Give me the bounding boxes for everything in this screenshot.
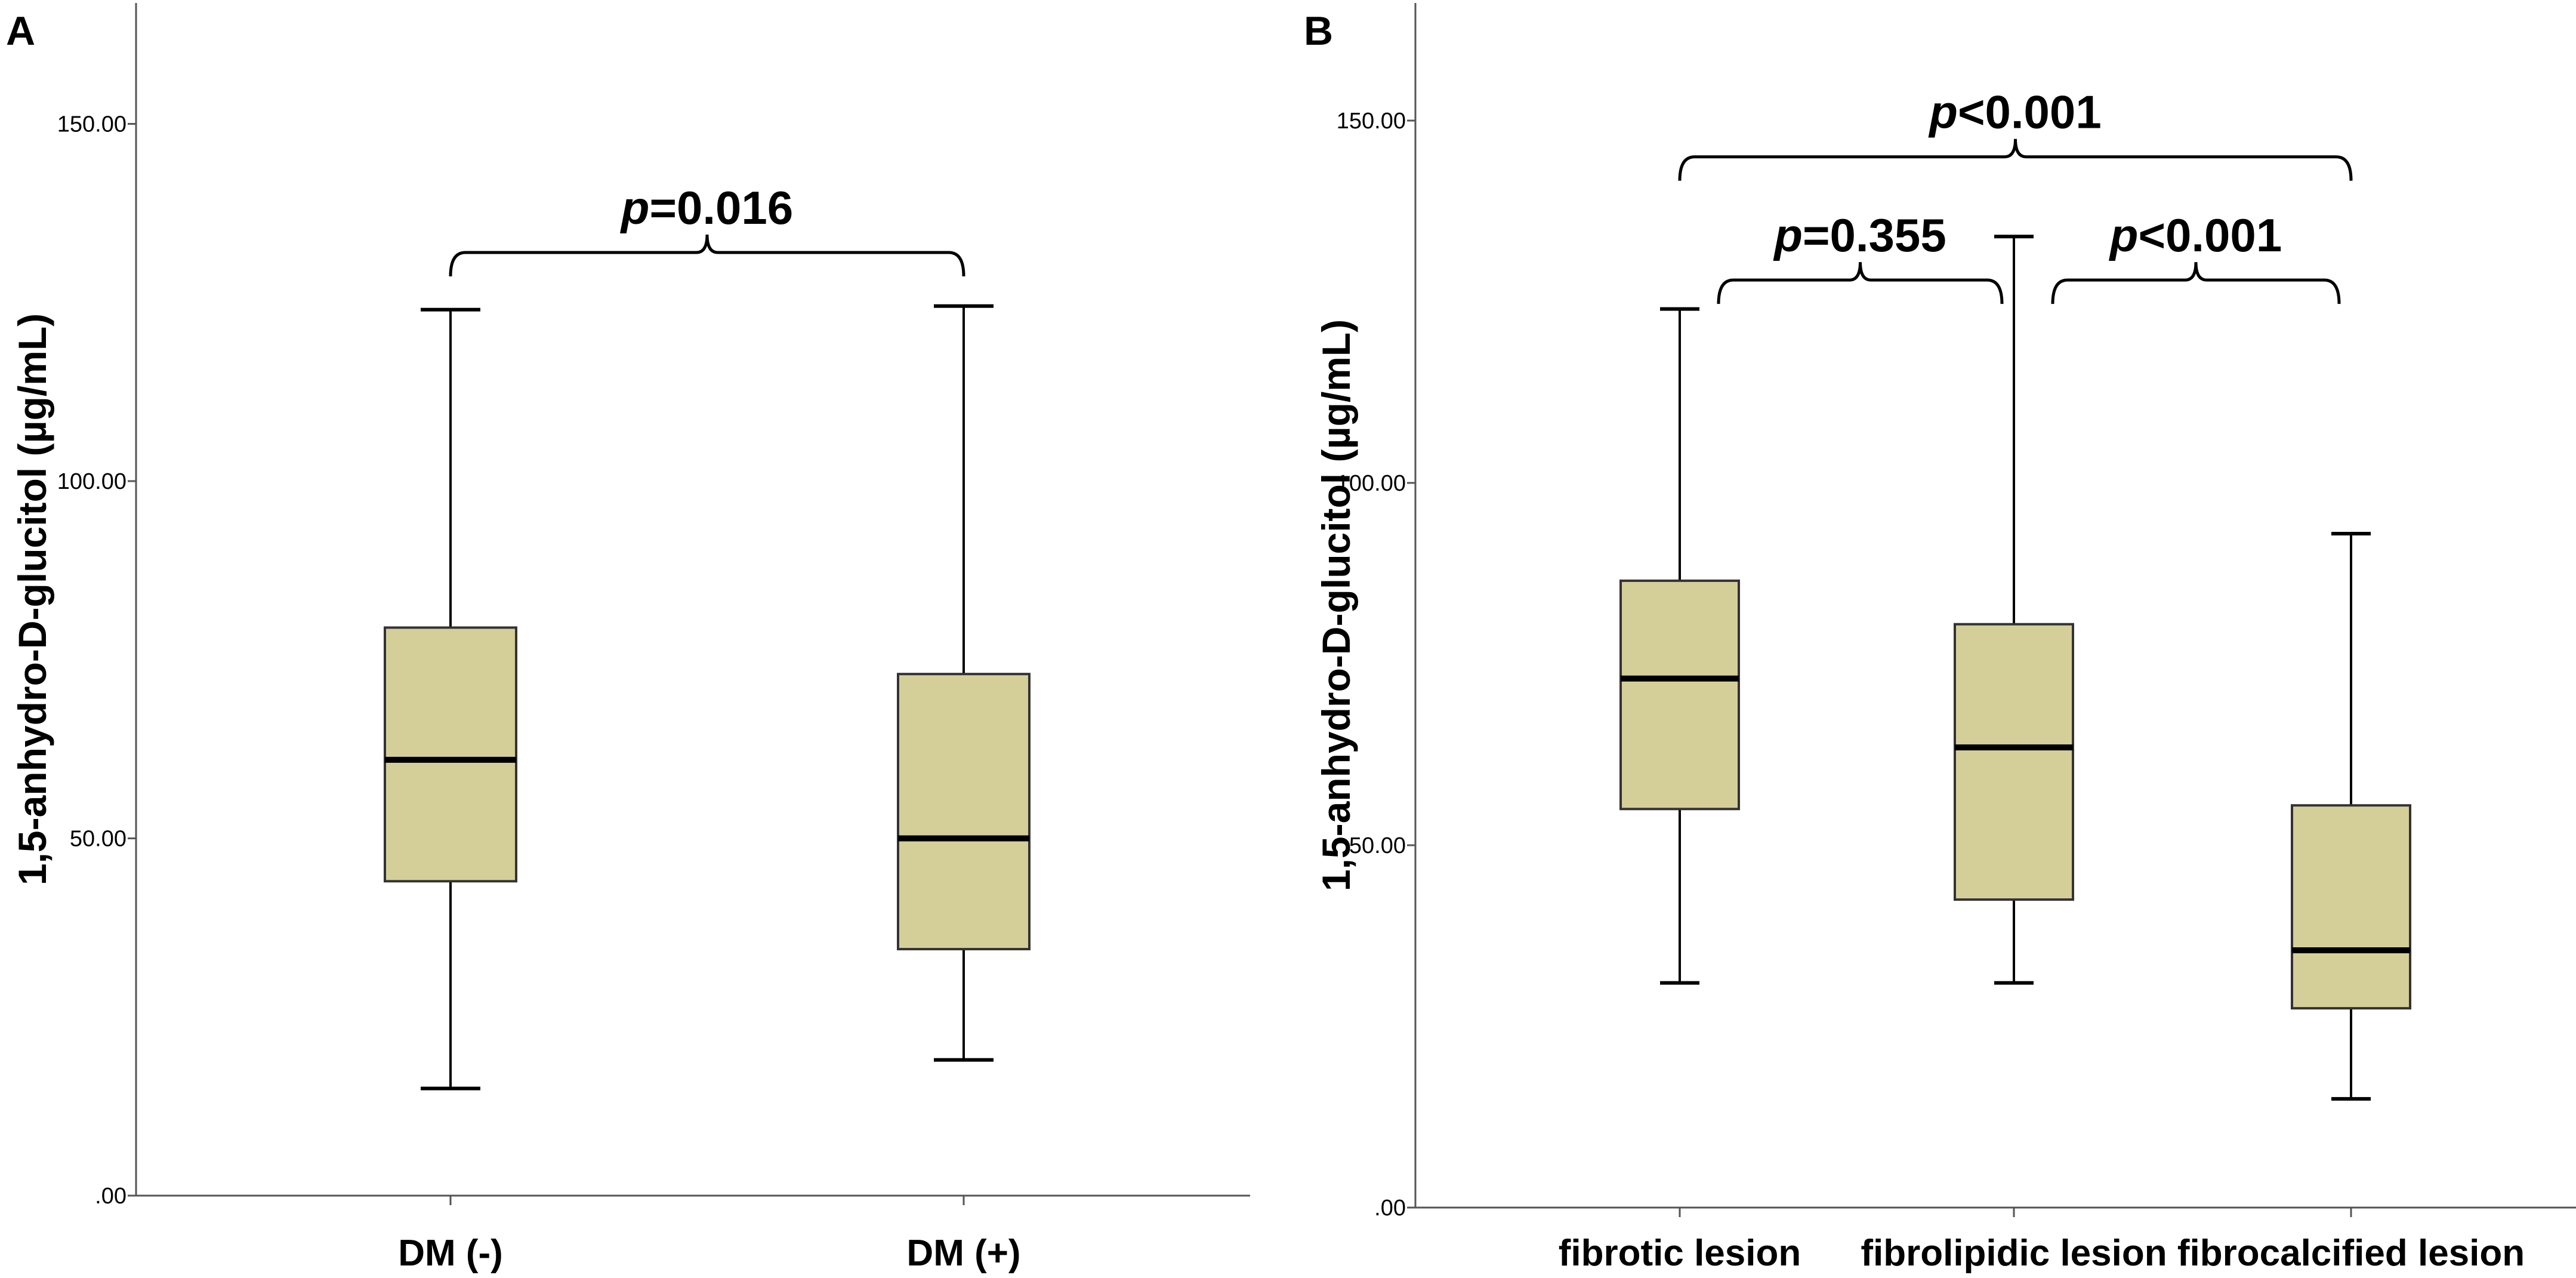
- p-symbol: p: [2109, 209, 2139, 261]
- x-tick-label: DM (+): [906, 1233, 1020, 1274]
- box-fibrocalcified-lesion: fibrocalcified lesion: [2177, 531, 2525, 1274]
- p-value-label: p=0.355: [1773, 209, 1946, 261]
- significance-bracket: p<0.001: [1678, 86, 2353, 181]
- significance-bracket: p=0.355: [1717, 209, 2004, 304]
- iqr-box: [897, 673, 1031, 951]
- bracket-line: [449, 234, 965, 276]
- y-tick-label: 150.00: [57, 112, 127, 137]
- bracket-line: [1678, 138, 2353, 181]
- p-value: <0.001: [2138, 209, 2282, 261]
- y-tick-label: 100.00: [57, 469, 127, 494]
- bracket-line: [1717, 262, 2004, 304]
- iqr-box: [1954, 623, 2074, 901]
- iqr-box: [2291, 804, 2411, 1010]
- y-tick-label: .00: [95, 1184, 127, 1209]
- box-fibrolipidic-lesion: fibrolipidic lesion: [1861, 235, 2167, 1274]
- y-axis-label: 1,5-anhydro-D-glucitol (µg/mL): [1314, 319, 1358, 891]
- p-symbol: p: [620, 181, 650, 234]
- panel-letter-a: A: [6, 8, 35, 54]
- p-symbol: p: [1773, 209, 1803, 261]
- y-tick-label: 50.00: [70, 827, 127, 852]
- p-value-label: p<0.001: [2109, 209, 2282, 261]
- panel-b: B .00 50.00 100.00 150.00 1,5-anhydro-D-gluci…: [1304, 3, 2576, 1274]
- p-value: =0.355: [1803, 209, 1946, 261]
- x-tick-label: fibrocalcified lesion: [2177, 1233, 2525, 1274]
- box-dm: DM (+): [897, 304, 1031, 1274]
- box-dm: DM (-): [384, 307, 517, 1274]
- y-tick-label: .00: [1374, 1196, 1406, 1221]
- p-symbol: p: [1928, 86, 1958, 138]
- x-tick-label: DM (-): [398, 1233, 503, 1274]
- iqr-box: [384, 626, 517, 883]
- panel-a: A .00 50.00 100.00 150.00 1,5-anhydro-D-gluci…: [6, 3, 1250, 1274]
- p-value-label: p<0.001: [1928, 86, 2101, 138]
- x-tick-label: fibrotic lesion: [1559, 1233, 1801, 1274]
- bracket-line: [2051, 262, 2341, 304]
- y-axis-label: 1,5-anhydro-D-glucitol (µg/mL): [10, 313, 54, 885]
- p-value: =0.016: [649, 181, 793, 234]
- p-value: <0.001: [1958, 86, 2102, 138]
- y-tick-label: 150.00: [1337, 109, 1406, 134]
- significance-bracket: p<0.001: [2051, 209, 2341, 304]
- y-tick-label: 100.00: [1337, 471, 1406, 496]
- y-tick-label: 50.00: [1349, 833, 1406, 858]
- p-value-label: p=0.016: [620, 181, 793, 234]
- x-tick-label: fibrolipidic lesion: [1861, 1233, 2167, 1274]
- significance-bracket: p=0.016: [449, 181, 965, 276]
- panel-letter-b: B: [1304, 8, 1333, 54]
- box-fibrotic-lesion: fibrotic lesion: [1559, 307, 1801, 1274]
- iqr-box: [1619, 579, 1740, 811]
